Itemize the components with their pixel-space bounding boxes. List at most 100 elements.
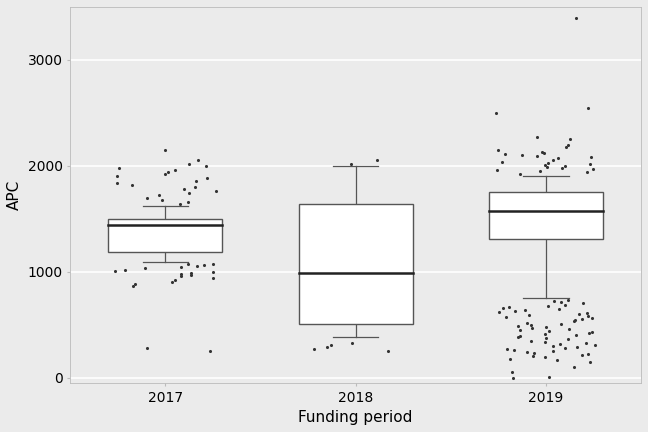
Point [572, 343, 582, 350]
Point [141, 344, 152, 351]
Point [167, 279, 178, 286]
Point [513, 322, 523, 329]
Point [574, 311, 584, 318]
Point [176, 270, 187, 277]
Point [491, 109, 502, 116]
Point [159, 171, 170, 178]
Point [198, 262, 209, 269]
Point [170, 276, 180, 283]
Point [498, 304, 509, 311]
Point [176, 273, 187, 280]
Point [111, 179, 122, 186]
Point [584, 160, 595, 167]
Point [586, 329, 597, 336]
Point [583, 104, 593, 111]
Point [120, 266, 130, 273]
Point [163, 168, 173, 175]
Point [202, 175, 212, 182]
Bar [299, 204, 413, 324]
Point [382, 347, 393, 354]
Point [535, 168, 545, 175]
X-axis label: Funding period: Funding period [299, 410, 413, 425]
Point [556, 299, 566, 306]
Point [160, 146, 170, 153]
Point [528, 353, 538, 360]
Point [527, 324, 537, 331]
Point [157, 196, 167, 203]
Point [553, 155, 563, 162]
Point [568, 318, 579, 325]
Point [556, 320, 566, 327]
Point [524, 311, 534, 318]
Point [582, 168, 592, 175]
Point [516, 152, 527, 159]
Point [139, 265, 150, 272]
Point [548, 342, 559, 349]
Point [184, 190, 194, 197]
Point [544, 373, 554, 380]
Point [540, 354, 550, 361]
Point [583, 330, 594, 337]
Point [526, 337, 536, 344]
Point [568, 363, 579, 370]
Point [346, 160, 356, 167]
Point [154, 192, 165, 199]
Point [590, 341, 600, 348]
Point [204, 348, 214, 355]
Point [505, 356, 515, 362]
Bar [108, 219, 222, 251]
Point [515, 171, 526, 178]
Point [564, 136, 575, 143]
Point [571, 332, 581, 339]
Point [193, 157, 203, 164]
Point [497, 158, 507, 165]
Point [554, 305, 564, 312]
Point [586, 154, 596, 161]
Point [577, 352, 587, 359]
Point [544, 327, 555, 334]
Point [186, 269, 196, 276]
Point [183, 198, 193, 205]
Point [509, 308, 520, 314]
Point [170, 167, 181, 174]
Point [494, 308, 504, 315]
Point [186, 271, 196, 278]
Point [555, 340, 565, 347]
Point [321, 343, 332, 350]
Point [548, 157, 558, 164]
Point [190, 184, 200, 191]
Point [542, 163, 553, 170]
Point [192, 263, 202, 270]
Point [491, 167, 502, 174]
Point [588, 165, 598, 172]
Point [542, 159, 553, 166]
Point [126, 181, 137, 188]
Point [502, 346, 513, 353]
Point [326, 341, 336, 348]
Point [191, 177, 202, 184]
Point [504, 303, 515, 310]
Point [570, 317, 580, 324]
Point [507, 374, 518, 381]
Point [562, 297, 573, 304]
Point [560, 301, 570, 308]
Point [522, 349, 532, 356]
Point [549, 298, 559, 305]
Point [584, 358, 595, 365]
Point [529, 350, 539, 357]
Point [513, 334, 523, 341]
Point [175, 200, 185, 207]
Point [560, 344, 570, 351]
Point [537, 149, 548, 156]
Point [211, 188, 222, 195]
Point [583, 351, 594, 358]
Point [526, 321, 536, 328]
Point [178, 186, 189, 193]
Point [540, 330, 551, 337]
Point [130, 281, 140, 288]
Point [570, 14, 581, 21]
Bar [489, 192, 603, 239]
Point [515, 333, 525, 340]
Point [562, 336, 573, 343]
Point [559, 162, 570, 169]
